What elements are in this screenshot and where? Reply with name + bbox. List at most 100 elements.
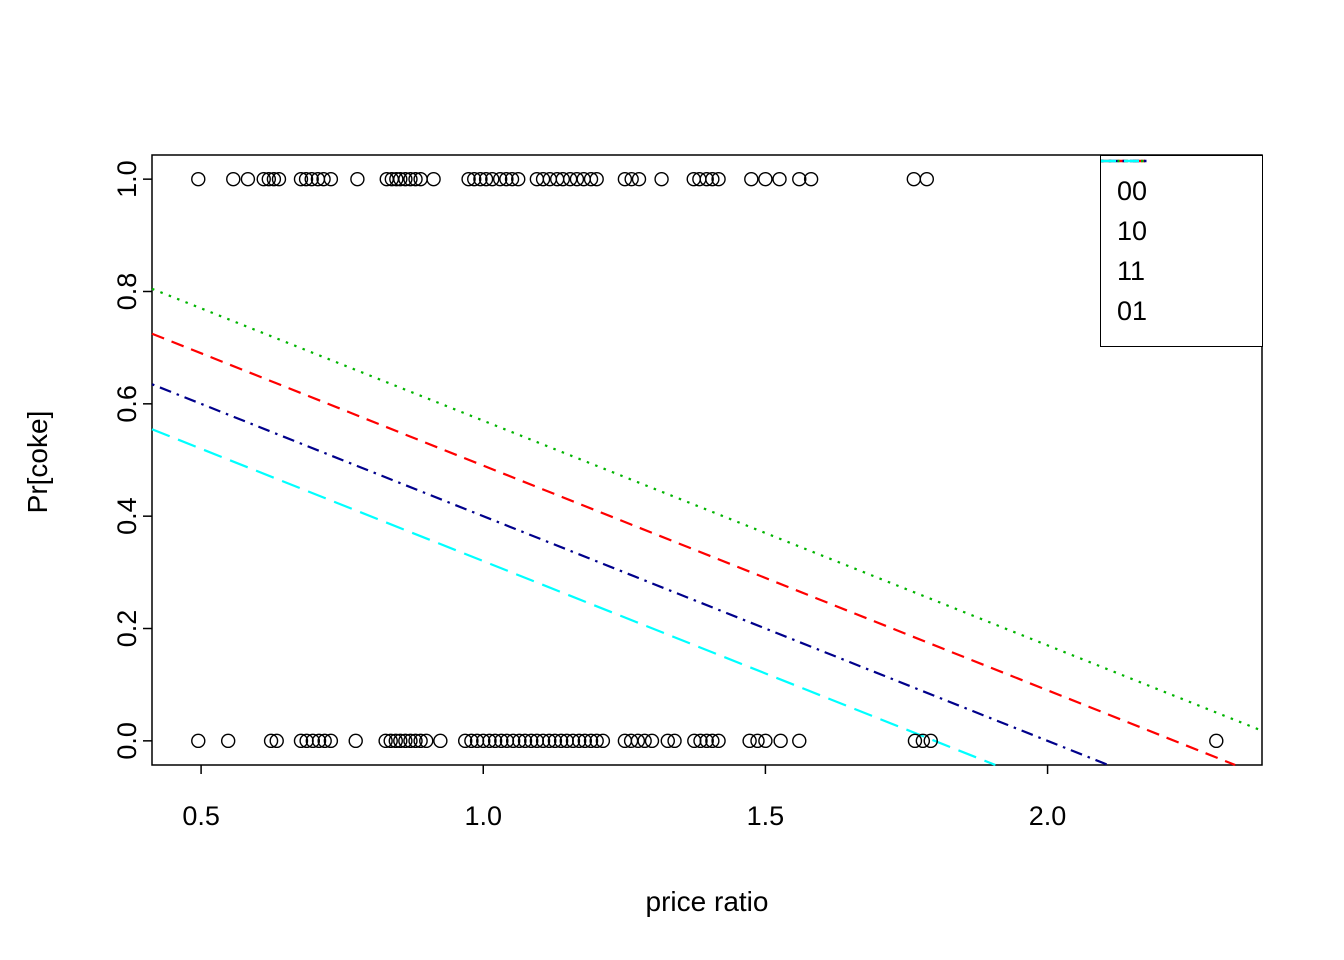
data-point: [191, 171, 206, 187]
data-point: [654, 171, 669, 187]
data-point: [350, 171, 365, 187]
data-point: [577, 733, 593, 749]
data-point: [511, 171, 526, 187]
data-point: [504, 171, 520, 187]
data-point: [595, 733, 611, 749]
fit-line-10: [151, 287, 1263, 732]
data-point: [547, 733, 563, 749]
legend-entry-00: 00: [1101, 159, 1262, 211]
data-point: [923, 733, 938, 749]
data-point: [667, 733, 682, 749]
data-point: [467, 171, 482, 187]
data-point: [524, 733, 539, 749]
data-point: [571, 733, 587, 749]
data-point: [705, 733, 720, 749]
data-point: [408, 171, 423, 187]
data-point: [378, 733, 393, 749]
data-point: [419, 733, 434, 749]
y-tick-label: 0.8: [112, 273, 142, 311]
data-point: [1209, 733, 1224, 749]
data-point: [555, 171, 571, 187]
data-point: [803, 171, 819, 187]
data-point: [403, 171, 418, 187]
data-point: [711, 733, 726, 749]
legend-entry-11: 11: [1101, 159, 1262, 291]
data-point: [389, 171, 404, 187]
y-tick-label: 0.2: [112, 610, 142, 648]
x-axis-title: price ratio: [645, 886, 769, 917]
x-tick-label: 0.5: [182, 801, 220, 831]
data-point: [699, 171, 714, 187]
legend-line-sample: [1101, 159, 1147, 163]
legend-label: 11: [1117, 255, 1146, 286]
x-tick-label: 1.5: [747, 801, 785, 831]
data-point: [517, 733, 533, 749]
data-point: [711, 171, 726, 187]
legend: 00 10 11 01: [1100, 155, 1263, 347]
data-point: [478, 171, 494, 187]
data-point: [792, 171, 807, 187]
data-point: [293, 733, 309, 749]
fit-line-01: [151, 428, 996, 767]
data-point: [398, 733, 413, 749]
data-point: [494, 733, 509, 749]
data-point: [906, 171, 922, 187]
data-point: [505, 733, 521, 749]
legend-entry-01: 01: [1101, 159, 1262, 331]
data-point: [750, 733, 765, 749]
data-point: [549, 171, 565, 187]
fit-line-11: [151, 383, 1109, 767]
data-point: [758, 171, 773, 187]
data-point: [393, 171, 408, 187]
data-point: [583, 733, 599, 749]
y-tick-label: 0.0: [112, 722, 142, 760]
data-point: [589, 171, 604, 187]
data-point: [476, 733, 491, 749]
data-point: [464, 733, 479, 749]
data-point: [317, 733, 332, 749]
data-point: [226, 171, 241, 187]
y-axis-title: Pr[coke]: [22, 410, 53, 514]
data-point: [323, 171, 339, 187]
data-point: [348, 733, 363, 749]
data-point: [269, 733, 284, 749]
data-point: [383, 733, 398, 749]
data-point: [907, 733, 923, 749]
data-point: [266, 171, 282, 187]
data-point: [316, 171, 331, 187]
data-point: [403, 733, 418, 749]
data-point: [388, 733, 403, 749]
data-point: [686, 171, 701, 187]
legend-label: 01: [1117, 295, 1148, 326]
data-point: [487, 733, 503, 749]
data-point: [631, 171, 647, 187]
data-point: [565, 733, 581, 749]
data-point: [220, 733, 236, 749]
data-point: [617, 171, 633, 187]
data-point: [191, 733, 206, 749]
data-point: [408, 733, 423, 749]
data-point: [499, 171, 514, 187]
data-point: [263, 733, 279, 749]
data-point: [271, 171, 287, 187]
legend-label: 10: [1117, 215, 1148, 246]
data-point: [630, 733, 646, 749]
data-point: [256, 171, 271, 187]
data-point: [398, 171, 413, 187]
data-point: [742, 733, 757, 749]
data-point: [240, 171, 256, 187]
data-point: [492, 171, 508, 187]
x-tick-label: 1.0: [464, 801, 502, 831]
data-point: [261, 171, 277, 187]
data-point: [699, 733, 714, 749]
data-point: [542, 733, 557, 749]
data-point: [298, 171, 314, 187]
data-point: [660, 733, 675, 749]
data-point: [693, 733, 708, 749]
data-point: [744, 171, 759, 187]
plot-box: [151, 154, 1263, 766]
data-point: [569, 171, 585, 187]
data-point: [485, 171, 500, 187]
